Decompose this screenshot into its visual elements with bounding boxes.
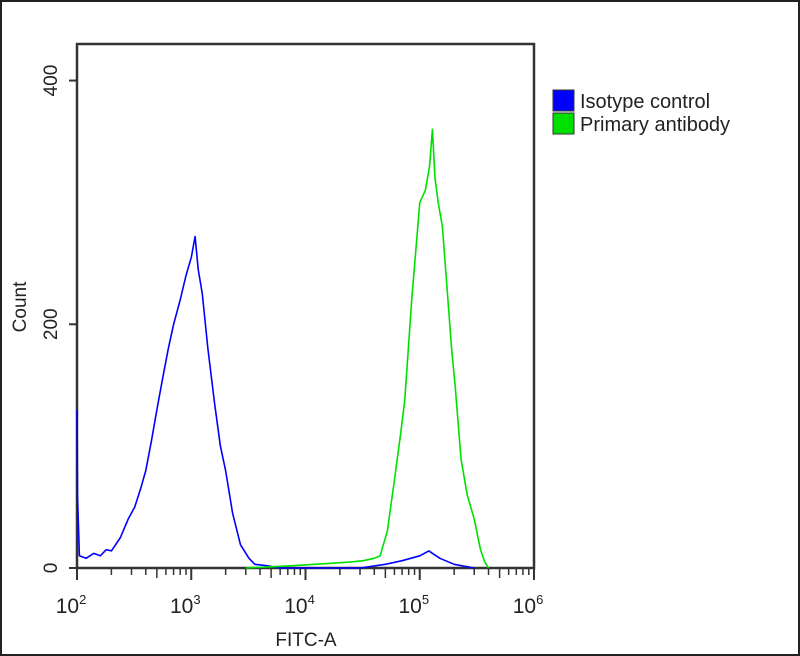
plot-area [75, 42, 536, 570]
series-line-isotype-control [76, 235, 475, 569]
x-tick-label: 103 [170, 592, 201, 618]
y-tick-label: 0 [41, 563, 62, 574]
series-line-primary-antibody [245, 128, 490, 569]
y-axis-label: Count [10, 281, 31, 332]
x-axis-label: FITC-A [275, 630, 337, 651]
x-tick-exponent: 5 [422, 592, 429, 607]
legend-label: Isotype control [580, 91, 710, 113]
axes: 102 103 104 105 106 0 200 400 [41, 42, 544, 618]
x-tick-exponent: 6 [536, 592, 543, 607]
legend-label: Primary antibody [580, 114, 730, 136]
x-tick-exponent: 3 [193, 592, 200, 607]
y-tick-label: 200 [41, 308, 62, 340]
legend-swatch [552, 89, 575, 112]
x-tick-exponent: 4 [308, 592, 315, 607]
x-tick-label: 106 [513, 592, 544, 618]
x-tick-label: 104 [284, 592, 315, 618]
x-tick-exponent: 2 [79, 592, 86, 607]
y-tick-label: 400 [41, 65, 62, 97]
legend-swatch [552, 112, 575, 135]
x-tick-label: 105 [398, 592, 429, 618]
x-tick-label: 102 [56, 592, 87, 618]
series-layer [76, 128, 490, 569]
